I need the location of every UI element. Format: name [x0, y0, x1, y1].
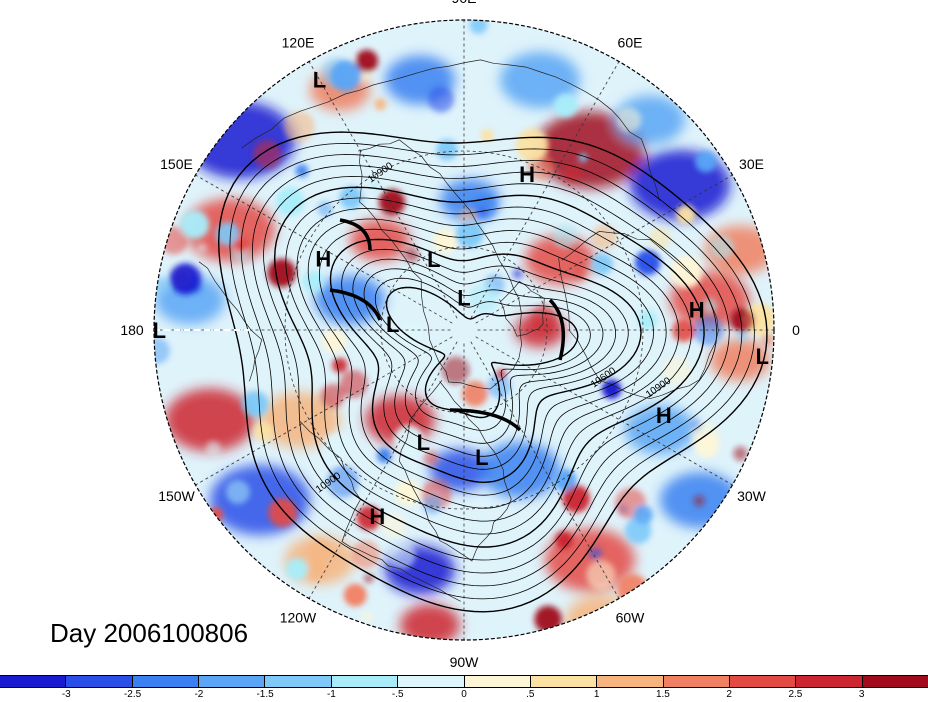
low-pressure-marker: L: [313, 68, 326, 93]
colorbar-tick-label: -1.5: [256, 689, 274, 700]
low-pressure-marker: L: [427, 247, 440, 272]
colorbar: [0, 675, 928, 688]
colorbar-tick-label: 1.5: [655, 689, 670, 700]
colorbar-tick-label: 0: [461, 689, 467, 700]
colorbar-tick-label: -.5: [391, 689, 404, 700]
longitude-label: 30E: [739, 156, 764, 172]
longitude-label: 120E: [282, 35, 315, 51]
colorbar-swatch: [597, 676, 664, 687]
colorbar-swatch: [199, 676, 266, 687]
colorbar-tick-label: 2.5: [788, 689, 803, 700]
colorbar-tick-label: -3: [61, 689, 71, 700]
colorbar-swatch: [530, 676, 598, 687]
longitude-label: 180: [120, 322, 144, 338]
colorbar-swatch: [66, 676, 133, 687]
longitude-label: 60W: [616, 610, 646, 626]
graticule: [154, 20, 774, 640]
colorbar-swatch: [862, 676, 928, 687]
colorbar-swatch: [265, 676, 332, 687]
low-pressure-marker: L: [457, 285, 470, 310]
colorbar-swatch: [729, 676, 797, 687]
longitude-label: 0: [792, 322, 800, 338]
high-pressure-marker: H: [369, 504, 385, 529]
height-contours: [217, 131, 768, 613]
longitude-label: 150W: [158, 488, 195, 504]
longitude-label: 120W: [280, 610, 317, 626]
colorbar-tick-label: 1: [593, 689, 600, 700]
longitude-label: 30W: [737, 488, 767, 504]
colorbar-tick-label: 3: [858, 689, 865, 700]
colorbar-tick-label: -2: [194, 689, 204, 700]
low-pressure-marker: L: [755, 344, 768, 369]
colorbar-swatch: [331, 676, 399, 687]
colorbar-tick-label: -2.5: [123, 689, 142, 700]
low-pressure-marker: L: [153, 318, 166, 343]
colorbar-swatch: [398, 676, 465, 687]
colorbar-swatch: [464, 676, 531, 687]
date-label: Day 2006100806: [50, 618, 249, 648]
longitude-labels: 90E 60E 30E 0 30W 60W 90W 120W 150W 180 150E 120E: [120, 0, 800, 670]
colorbar-swatch: [663, 676, 730, 687]
high-pressure-marker: H: [689, 298, 705, 323]
high-pressure-marker: H: [656, 403, 672, 428]
colorbar-swatch: [0, 676, 67, 687]
colorbar-swatch: [796, 676, 863, 687]
low-pressure-marker: L: [417, 430, 430, 455]
colorbar-swatch: [132, 676, 200, 687]
high-pressure-marker: H: [315, 246, 331, 271]
longitude-label: 90W: [450, 654, 480, 670]
high-pressure-marker: H: [519, 162, 535, 187]
colorbar-tick-label: 2: [726, 689, 732, 700]
colorbar-tick-labels: -3 -2.5 -2 -1.5 -1 -.5 0 .5 1 1.5 2 2.5 3: [0, 689, 928, 702]
longitude-label: 90E: [452, 0, 477, 6]
anomaly-field: [154, 20, 774, 640]
low-pressure-marker: L: [386, 312, 399, 337]
colorbar-tick-label: .5: [526, 689, 535, 700]
colorbar-tick-label: -1: [326, 689, 336, 700]
low-pressure-marker: L: [475, 445, 488, 470]
longitude-label: 60E: [618, 35, 643, 51]
longitude-label: 150E: [160, 156, 193, 172]
